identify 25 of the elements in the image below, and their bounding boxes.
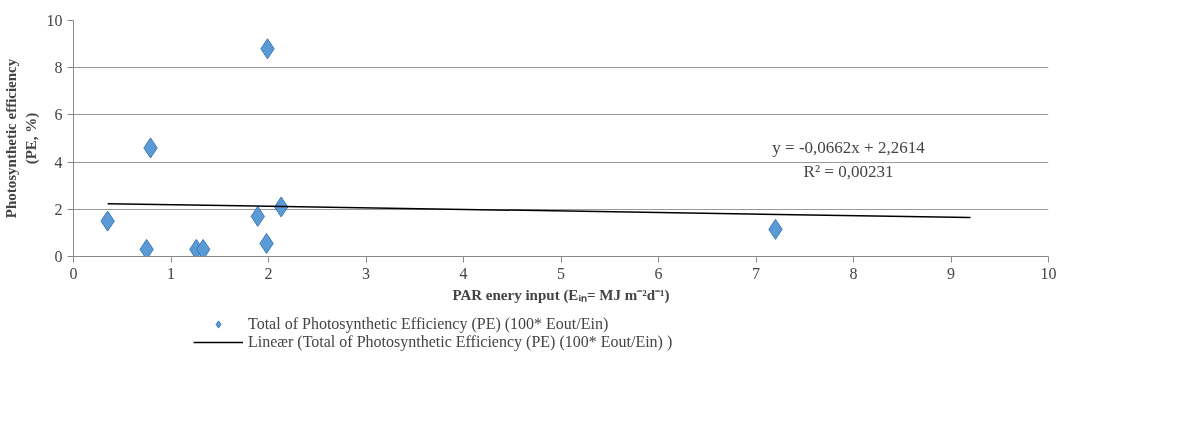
x-tick-label: 9 [947, 264, 955, 282]
y-tick-label: 8 [54, 59, 63, 77]
x-tick-label: 0 [69, 264, 78, 282]
x-tick-label: 7 [752, 264, 760, 282]
y-tick-label: 0 [54, 248, 63, 265]
x-tick-label: 2 [264, 264, 273, 282]
legend-label: Total of Photosynthetic Efficiency (PE) (100* Eout/Ein) [248, 315, 609, 333]
x-tick-label: 4 [459, 264, 468, 282]
point [196, 238, 211, 257]
y-tick-label: 4 [54, 153, 63, 171]
x-tick-label: 6 [654, 264, 663, 282]
y-tick-label: 2 [54, 200, 63, 218]
x-tick-label: 10 [1040, 264, 1057, 282]
annotation: y = -0,0662x + 2,2614 [772, 137, 926, 157]
x-tick-label: 3 [362, 264, 370, 282]
x-tick-label: 1 [167, 264, 175, 282]
point [139, 238, 154, 257]
y-axis-title: Photosynthetic efficiency (PE, %) [3, 58, 40, 219]
y-tick-label: 6 [54, 106, 63, 124]
x-axis-title: PAR enery input (Eᵢₙ= MJ m⁻²d⁻¹) [452, 286, 670, 304]
x-tick-label: 5 [557, 264, 565, 282]
legend-label: Lineær (Total of Photosynthetic Efficiency (PE) (100* Eout/Ein) ) [248, 333, 673, 351]
x-tick-label: 8 [849, 264, 858, 282]
annotation: R² = 0,00231 [803, 161, 894, 181]
y-tick-label: 10 [46, 12, 63, 29]
